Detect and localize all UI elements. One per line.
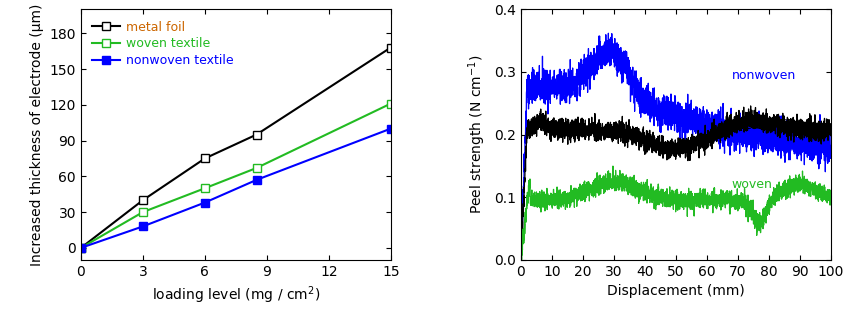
woven textile: [138, 210, 148, 214]
Text: woven: woven: [732, 178, 773, 191]
X-axis label: loading level (mg / cm$^2$): loading level (mg / cm$^2$): [152, 284, 320, 306]
nonwoven textile: [386, 127, 396, 131]
metal foil: [199, 156, 210, 160]
Line: metal foil: metal foil: [78, 44, 394, 252]
Line: nonwoven textile: nonwoven textile: [78, 125, 394, 252]
Y-axis label: Increased thickness of electrode (μm): Increased thickness of electrode (μm): [30, 3, 44, 266]
metal foil: [386, 46, 396, 49]
woven textile: [386, 102, 396, 105]
woven textile: [199, 186, 210, 190]
woven textile: [76, 246, 86, 250]
nonwoven textile: [76, 246, 86, 250]
Text: nonwoven: nonwoven: [732, 69, 796, 82]
Y-axis label: Peel strength (N cm$^{-1}$): Peel strength (N cm$^{-1}$): [467, 55, 488, 214]
X-axis label: Displacement (mm): Displacement (mm): [607, 284, 745, 298]
Text: metal foil: metal foil: [732, 119, 791, 132]
metal foil: [76, 246, 86, 250]
metal foil: [251, 133, 262, 136]
nonwoven textile: [251, 178, 262, 182]
nonwoven textile: [199, 201, 210, 204]
woven textile: [251, 166, 262, 170]
nonwoven textile: [138, 224, 148, 228]
Line: woven textile: woven textile: [78, 100, 394, 252]
Legend: metal foil, woven textile, nonwoven textile: metal foil, woven textile, nonwoven text…: [87, 16, 239, 72]
metal foil: [138, 198, 148, 202]
